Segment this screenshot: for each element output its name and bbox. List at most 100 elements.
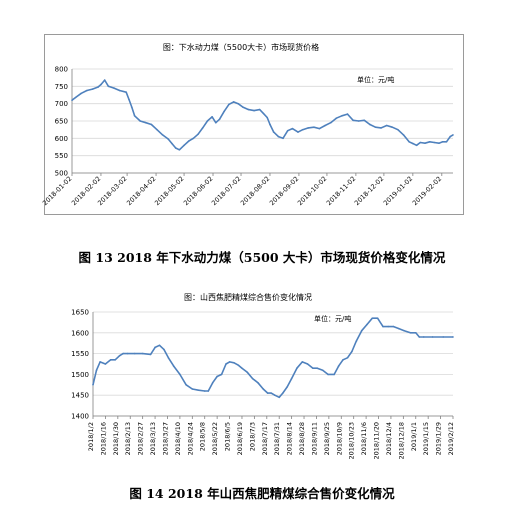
data-point [237,364,240,367]
data-point [424,142,426,144]
data-point [133,352,136,355]
data-point [346,113,349,115]
data-point [206,120,209,122]
data-point [223,110,226,113]
figure-14-caption: 图 14 2018 年山西焦肥精煤综合售价变化情况 [129,486,395,501]
x-tick-label: 2018/2/13 [124,422,132,455]
data-point [441,141,444,143]
data-point [321,369,324,372]
data-point [391,126,394,129]
data-point [422,336,425,338]
data-point [346,356,349,359]
x-tick-label: 2018/10/9 [335,422,343,455]
x-tick-label: 2018/12/18 [397,422,405,459]
data-point [237,102,240,105]
data-point [369,123,371,126]
data-point [215,121,217,124]
data-point [313,126,315,129]
data-point [218,118,221,121]
x-tick-label: 2018/8/14 [286,422,294,455]
data-point [122,352,124,355]
data-point [197,389,200,392]
data-point [409,332,412,334]
data-point [86,89,88,92]
y-tick-label: 1600 [71,329,89,337]
data-point [149,353,152,356]
data-point [341,115,343,117]
data-point [329,121,332,124]
data-point [191,388,194,390]
data-point [301,128,304,131]
x-tick-label: 2018/3/27 [161,422,169,455]
y-tick-label: 800 [55,66,68,74]
data-point [118,89,121,92]
data-point [262,388,265,390]
data-point [133,115,136,117]
data-point [296,367,298,369]
data-point [192,137,195,140]
data-point [253,109,255,112]
data-point [428,141,431,143]
data-point [91,88,94,90]
data-point [257,381,259,384]
data-point [100,83,102,86]
data-point [183,144,185,147]
data-point [382,325,384,328]
data-point [270,392,273,394]
data-point [355,340,358,342]
data-point [402,134,405,136]
x-tick-label: 2019/1/15 [422,422,430,455]
data-point [114,359,116,361]
chart-2-panel: 图：山西焦肥精煤综合售价变化情况 单位：元/吨 1400 1450 1500 1550 16… [60,288,460,470]
data-point [414,332,417,334]
data-point [324,124,326,127]
data-point [161,134,164,136]
data-point [187,140,190,142]
data-point [139,120,141,122]
data-point [452,134,454,136]
data-point [297,131,299,133]
data-point [99,361,101,363]
data-point [216,375,218,378]
data-point [371,317,374,320]
x-tick-label: 2018/6/5 [224,422,232,451]
y-tick-label: 1550 [71,350,89,358]
data-point [433,141,436,144]
data-point [266,392,269,394]
chart-1-panel: 图：下水动力煤（5500大卡）市场现货价格 单位：元/吨 500 550 600 650 7… [41,34,464,215]
data-point [351,350,353,353]
y-tick-label: 650 [55,118,68,126]
x-tick-label: 2018/12/4 [385,422,393,455]
data-point [126,352,129,355]
data-point [442,336,445,338]
data-point [125,91,127,94]
data-point [174,147,177,149]
data-point [185,384,187,386]
data-point [277,135,280,138]
data-point [109,359,112,361]
data-point [415,144,418,147]
x-tick-label: 2018/4/24 [186,422,194,455]
data-point [258,108,261,111]
data-point [360,329,363,332]
data-point [266,116,268,119]
data-point [228,361,231,363]
data-point [141,352,144,355]
data-point [352,119,354,122]
data-point [380,127,382,129]
data-point [357,120,360,122]
data-point [278,396,281,399]
x-tick-label: 2018/8/28 [298,422,306,455]
data-point [286,129,289,132]
data-point [103,79,106,81]
data-point [408,141,410,143]
data-point [247,108,250,111]
x-tick-label: 2018-07-02 [210,175,242,207]
x-tick-label: 2019/1/1 [410,422,418,451]
data-point [179,373,181,376]
data-point [397,128,399,131]
x-tick-label: 2018/4/10 [174,422,182,455]
data-point [419,141,422,144]
